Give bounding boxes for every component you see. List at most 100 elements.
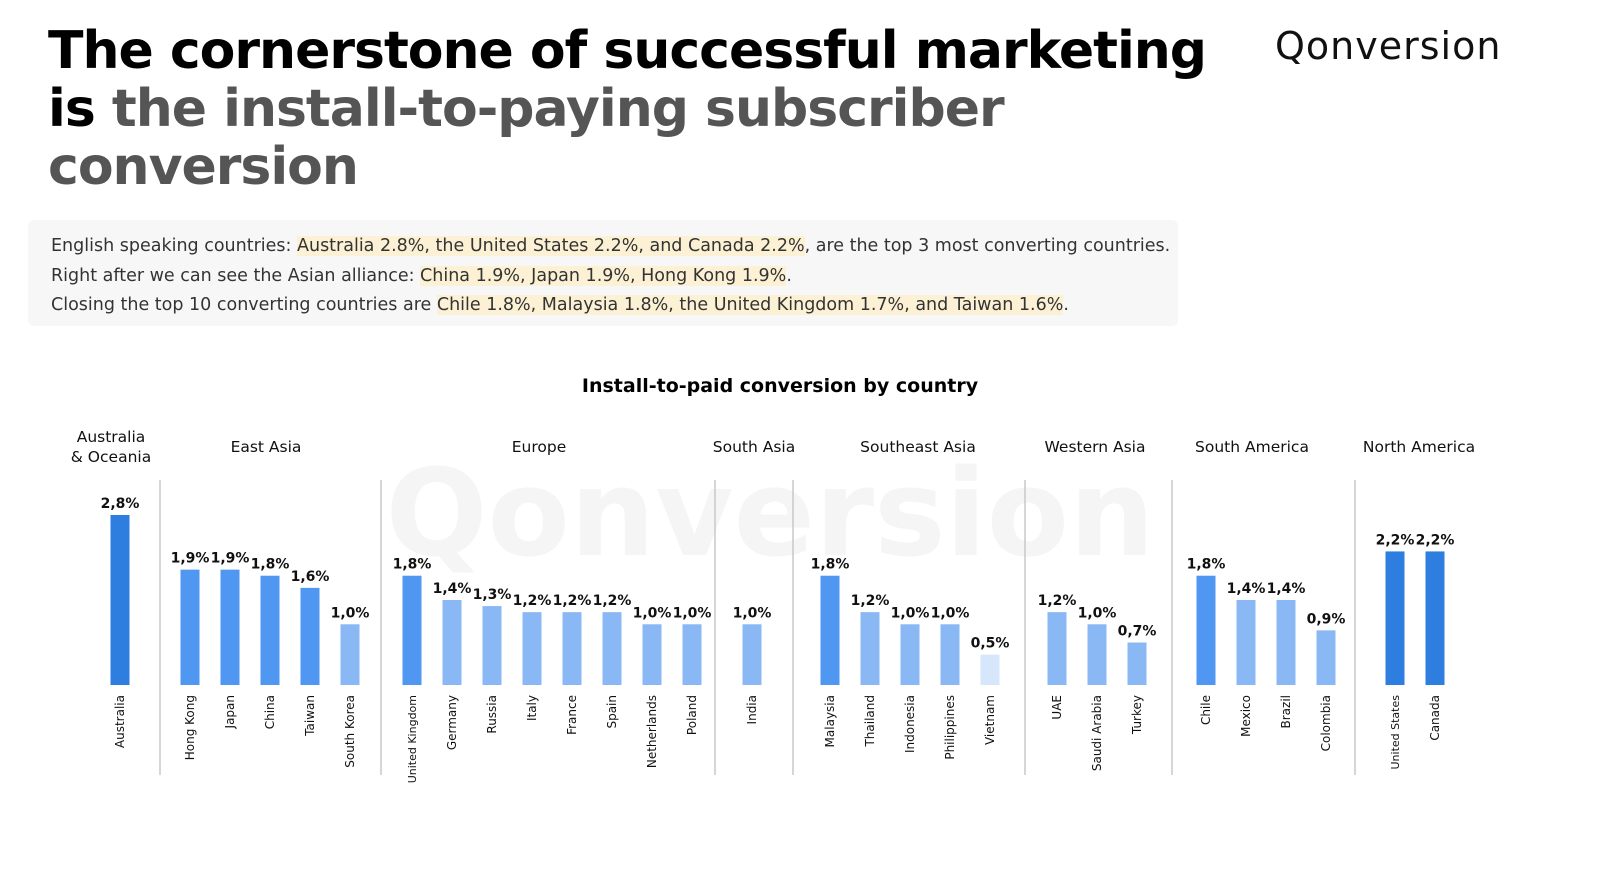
region-label-southeast-asia: Southeast Asia (860, 438, 976, 456)
country-label-india: India (745, 695, 759, 724)
value-label-turkey: 0,7% (1118, 624, 1157, 640)
insight-line-2-end: . (786, 266, 792, 286)
country-label-taiwan: Taiwan (303, 695, 317, 737)
bar-colombia (1316, 630, 1336, 685)
country-label-poland: Poland (685, 695, 699, 735)
bar-russia (482, 606, 502, 685)
bar-france (562, 612, 582, 685)
value-label-australia: 2,8% (101, 496, 140, 512)
country-label-colombia: Colombia (1319, 695, 1333, 751)
insight-line-3-end: . (1063, 295, 1069, 315)
region-label-western-asia: Western Asia (1045, 438, 1146, 456)
insight-line-3-highlight: Chile 1.8%, Malaysia 1.8%, the United Ki… (436, 295, 1064, 315)
conversion-bar-chart: Qonversion Install-to-paid conversion by … (71, 375, 1475, 783)
value-label-poland: 1,0% (673, 605, 712, 621)
bar-turkey (1127, 642, 1147, 685)
country-label-italy: Italy (525, 695, 539, 721)
bar-mexico (1236, 600, 1256, 685)
country-label-south-korea: South Korea (343, 695, 357, 768)
bar-canada (1425, 551, 1445, 685)
insight-line-2-highlight: China 1.9%, Japan 1.9%, Hong Kong 1.9% (420, 266, 787, 286)
bar-uae (1047, 612, 1067, 685)
bar-india (742, 624, 762, 685)
country-label-australia: Australia (113, 695, 127, 748)
value-label-russia: 1,3% (473, 587, 512, 603)
region-label-australia-oceania-line-1: Australia (77, 428, 146, 446)
insight-line-3: Closing the top 10 converting countries … (51, 295, 1069, 315)
bar-japan (220, 569, 240, 685)
region-label-south-america: South America (1195, 438, 1309, 456)
country-label-vietnam: Vietnam (983, 695, 997, 745)
value-label-south-korea: 1,0% (331, 605, 370, 621)
bar-indonesia (900, 624, 920, 685)
value-label-canada: 2,2% (1416, 532, 1455, 548)
value-label-saudi-arabia: 1,0% (1078, 605, 1117, 621)
bar-brazil (1276, 600, 1296, 685)
bar-united-states (1385, 551, 1405, 685)
bar-vietnam (980, 654, 1000, 685)
country-label-canada: Canada (1428, 695, 1442, 741)
country-label-netherlands: Netherlands (645, 695, 659, 768)
country-label-chile: Chile (1199, 695, 1213, 725)
region-label-east-asia: East Asia (231, 438, 302, 456)
value-label-germany: 1,4% (433, 581, 472, 597)
value-label-chile: 1,8% (1187, 557, 1226, 573)
value-label-france: 1,2% (553, 593, 592, 609)
insight-line-1-end: , are the top 3 most converting countrie… (804, 236, 1171, 256)
value-label-vietnam: 0,5% (971, 636, 1010, 652)
value-label-japan: 1,9% (211, 551, 250, 567)
insight-line-3-text: Closing the top 10 converting countries … (51, 295, 437, 315)
bar-south-korea (340, 624, 360, 685)
bar-germany (442, 600, 462, 685)
country-label-uae: UAE (1050, 695, 1064, 720)
bar-australia (110, 515, 130, 685)
country-label-thailand: Thailand (863, 695, 877, 748)
bar-taiwan (300, 587, 320, 685)
country-label-saudi-arabia: Saudi Arabia (1090, 695, 1104, 771)
value-label-malaysia: 1,8% (811, 557, 850, 573)
country-label-mexico: Mexico (1239, 695, 1253, 737)
value-label-netherlands: 1,0% (633, 605, 672, 621)
country-label-france: France (565, 695, 579, 735)
value-label-spain: 1,2% (593, 593, 632, 609)
region-label-north-america: North America (1363, 438, 1475, 456)
watermark: Qonversion (385, 445, 1154, 584)
insight-line-2-text: Right after we can see the Asian allianc… (51, 266, 421, 286)
bar-chile (1196, 575, 1216, 685)
bar-poland (682, 624, 702, 685)
value-label-colombia: 0,9% (1307, 611, 1346, 627)
title-part-1: The cornerstone of successful marketing … (48, 21, 1207, 139)
value-label-taiwan: 1,6% (291, 569, 330, 585)
country-label-indonesia: Indonesia (903, 695, 917, 753)
insight-line-1: English speaking countries: Australia 2.… (51, 236, 1170, 256)
value-label-brazil: 1,4% (1267, 581, 1306, 597)
bar-netherlands (642, 624, 662, 685)
insight-line-1-highlight: Australia 2.8%, the United States 2.2%, … (297, 236, 805, 256)
value-label-uae: 1,2% (1038, 593, 1077, 609)
bar-united-kingdom (402, 575, 422, 685)
country-label-philippines: Philippines (943, 695, 957, 760)
value-label-united-states: 2,2% (1376, 532, 1415, 548)
country-label-spain: Spain (605, 695, 619, 729)
country-label-germany: Germany (445, 695, 459, 750)
bar-hong-kong (180, 569, 200, 685)
value-label-indonesia: 1,0% (891, 605, 930, 621)
insight-line-1-text: English speaking countries: (51, 236, 297, 256)
bar-saudi-arabia (1087, 624, 1107, 685)
country-label-brazil: Brazil (1279, 695, 1293, 729)
bar-thailand (860, 612, 880, 685)
country-label-china: China (263, 695, 277, 729)
value-label-thailand: 1,2% (851, 593, 890, 609)
page-title: The cornerstone of successful marketing … (48, 22, 1228, 196)
value-label-italy: 1,2% (513, 593, 552, 609)
value-label-hong-kong: 1,9% (171, 551, 210, 567)
value-label-china: 1,8% (251, 557, 290, 573)
bar-italy (522, 612, 542, 685)
country-label-malaysia: Malaysia (823, 695, 837, 747)
value-label-united-kingdom: 1,8% (393, 557, 432, 573)
country-label-japan: Japan (223, 695, 237, 729)
country-label-united-kingdom: United Kingdom (406, 695, 419, 783)
region-label-europe: Europe (512, 438, 567, 456)
region-label-south-asia: South Asia (713, 438, 795, 456)
bar-spain (602, 612, 622, 685)
